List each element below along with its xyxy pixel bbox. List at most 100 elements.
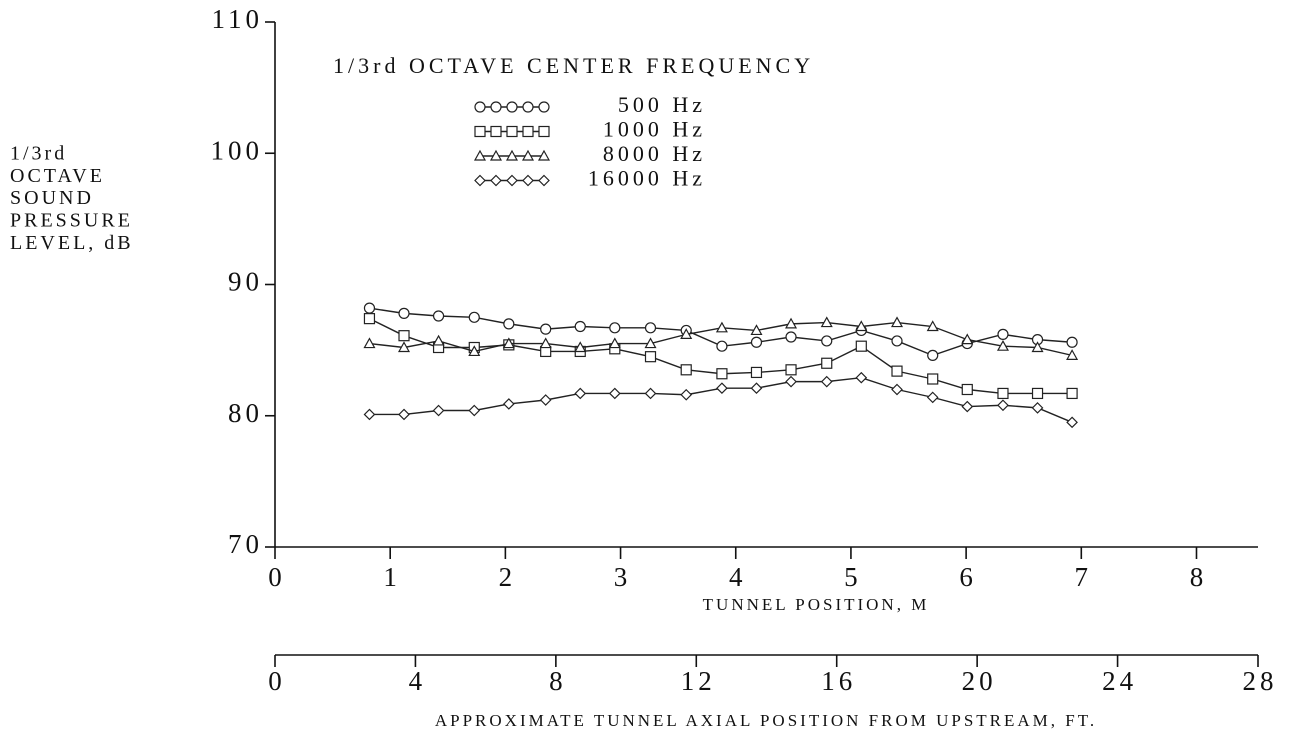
data-point [363,313,376,325]
legend-marker [489,149,503,161]
data-point [502,337,515,349]
data-point [468,345,481,357]
legend-marker [474,125,486,138]
data-point [539,337,552,349]
data-point [820,375,833,388]
data-point [750,336,763,348]
x-tick-label: 3 [614,562,632,592]
data-point [398,330,410,342]
data-point [715,321,728,333]
data-point [750,324,763,336]
data-point [574,387,587,400]
y-axis-label: 1/3rd [10,143,67,165]
data-point [432,310,445,322]
legend-label: 8000 Hz [603,141,706,166]
x-axis-label: TUNNEL POSITION, M [703,595,930,614]
data-point [503,318,515,330]
data-point [363,337,376,349]
y-axis-label: OCTAVE [10,165,105,187]
data-point [997,328,1009,340]
data-point [821,335,833,347]
x-tick-label: 0 [268,562,286,592]
legend-marker [505,149,519,161]
legend-marker [490,174,502,187]
data-point [608,337,621,349]
legend-marker [474,101,486,113]
data-point [821,357,833,369]
data-point [432,334,445,346]
x-tick-label: 5 [844,562,862,592]
data-point [996,339,1009,351]
data-point [540,323,552,335]
data-point [716,382,728,395]
x-tick-label: 1 [383,562,401,592]
data-point [539,394,552,406]
x2-axis-label: APPROXIMATE TUNNEL AXIAL POSITION FROM U… [435,711,1097,730]
data-point [644,351,657,363]
legend-label: 500 Hz [618,92,706,117]
y-axis-label: PRESSURE [10,209,133,231]
legend-marker [473,149,487,161]
legend-marker [506,101,518,113]
data-point [997,399,1009,412]
legend-marker [490,101,502,113]
data-point [891,383,903,396]
x2-tick-label: 24 [1102,666,1137,696]
x2-tick-label: 8 [549,666,567,696]
data-point [1066,349,1079,360]
data-point [644,387,657,400]
legend-label: 16000 Hz [588,166,706,191]
data-point [680,364,692,376]
legend-marker [538,125,550,138]
data-point [644,337,657,349]
data-point [397,341,411,353]
data-point [363,408,376,421]
data-point [502,398,515,410]
data-point [926,320,939,332]
data-point [891,335,903,347]
data-point [891,365,903,377]
data-point [1066,416,1078,429]
data-point [890,316,904,328]
legend-marker [538,101,550,113]
x2-tick-label: 28 [1243,666,1278,696]
legend-marker [506,125,518,138]
legend-marker [522,125,534,138]
data-point [750,366,763,379]
data-point [1031,387,1044,400]
data-point [574,320,586,333]
data-point [785,317,798,329]
data-point [785,364,797,376]
data-point [855,320,868,332]
y-tick-label: 110 [212,4,264,34]
data-point [468,311,480,323]
y-tick-label: 90 [228,267,263,297]
data-point [363,302,376,314]
data-point [1066,336,1078,348]
y-axis-label: LEVEL, dB [10,232,134,254]
data-point [468,404,481,417]
data-point [855,340,867,352]
y-tick-label: 70 [228,529,263,559]
data-point [750,382,763,395]
data-point [608,387,621,400]
data-point [961,400,974,413]
data-point [1031,341,1044,353]
x2-tick-label: 4 [409,666,427,696]
x-tick-label: 6 [959,562,977,592]
data-point [926,391,939,404]
x2-tick-label: 16 [821,666,856,696]
data-point [785,331,797,343]
legend-marker [474,174,486,187]
x-tick-label: 2 [499,562,517,592]
data-point [716,340,728,352]
data-point [1031,402,1044,414]
legend-marker [522,174,534,187]
y-axis-label: SOUND [10,187,94,209]
data-point [1066,387,1078,400]
data-point [961,333,974,345]
legend-marker [537,149,551,161]
data-point [927,373,939,385]
data-point [927,349,939,361]
